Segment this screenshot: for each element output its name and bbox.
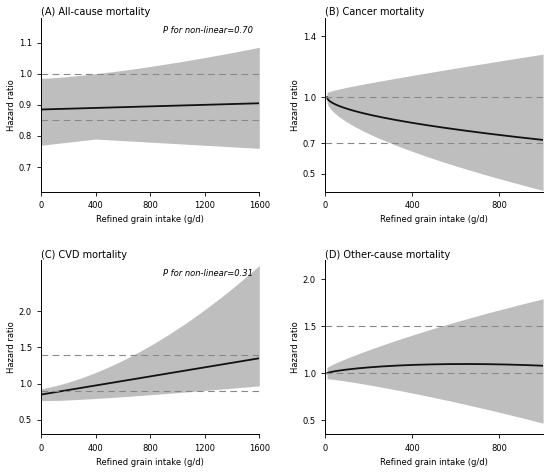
Text: (A) All-cause mortality: (A) All-cause mortality: [41, 7, 150, 17]
X-axis label: Refined grain intake (g/d): Refined grain intake (g/d): [96, 458, 204, 467]
Text: P for non-linear=0.70: P for non-linear=0.70: [163, 27, 253, 36]
Text: (C) CVD mortality: (C) CVD mortality: [41, 249, 127, 259]
X-axis label: Refined grain intake (g/d): Refined grain intake (g/d): [380, 458, 488, 467]
Y-axis label: Hazard ratio: Hazard ratio: [7, 79, 16, 131]
Text: (D) Other-cause mortality: (D) Other-cause mortality: [324, 249, 450, 259]
Y-axis label: Hazard ratio: Hazard ratio: [291, 79, 300, 131]
Y-axis label: Hazard ratio: Hazard ratio: [7, 321, 16, 373]
Text: (B) Cancer mortality: (B) Cancer mortality: [324, 7, 424, 17]
Text: P for non-linear=0.31: P for non-linear=0.31: [163, 269, 253, 278]
X-axis label: Refined grain intake (g/d): Refined grain intake (g/d): [380, 216, 488, 225]
X-axis label: Refined grain intake (g/d): Refined grain intake (g/d): [96, 216, 204, 225]
Y-axis label: Hazard ratio: Hazard ratio: [291, 321, 300, 373]
